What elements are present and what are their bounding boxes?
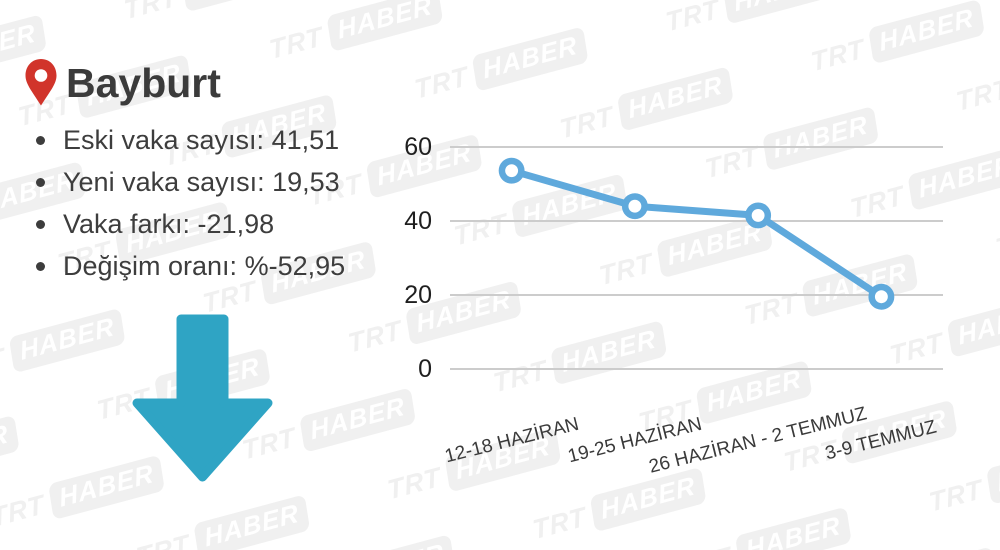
y-tick-label: 20 (404, 281, 432, 309)
data-point-marker (621, 193, 648, 220)
stat-item-change-rate: Değişim oranı: %-52,95 (30, 245, 345, 287)
y-tick-label: 0 (418, 355, 432, 383)
stat-item-new-cases: Yeni vaka sayısı: 19,53 (30, 161, 345, 203)
trend-down-arrow-icon (132, 314, 273, 482)
stats-list: Eski vaka sayısı: 41,51 Yeni vaka sayısı… (30, 119, 345, 287)
bullet-dot (36, 177, 45, 187)
line-plot (450, 146, 943, 370)
stat-text: Eski vaka sayısı: 41,51 (63, 124, 340, 155)
stat-item-old-cases: Eski vaka sayısı: 41,51 (30, 119, 345, 161)
data-point-marker (498, 157, 525, 184)
bullet-dot (36, 135, 45, 145)
x-tick-label: 12-18 HAZİRAN (442, 413, 581, 468)
location-pin-icon (25, 59, 57, 106)
y-tick-label: 40 (404, 207, 432, 235)
data-point-marker (745, 202, 772, 229)
y-tick-label: 60 (404, 133, 432, 161)
trend-line (508, 167, 885, 301)
location-header: Bayburt (24, 58, 221, 108)
data-point-marker (868, 283, 895, 310)
location-title: Bayburt (66, 60, 221, 106)
bullet-dot (36, 261, 45, 271)
stat-item-case-diff: Vaka farkı: -21,98 (30, 203, 345, 245)
stat-text: Yeni vaka sayısı: 19,53 (63, 166, 340, 197)
stat-text: Değişim oranı: %-52,95 (63, 250, 346, 281)
bullet-dot (36, 219, 45, 229)
stat-text: Vaka farkı: -21,98 (63, 208, 275, 239)
